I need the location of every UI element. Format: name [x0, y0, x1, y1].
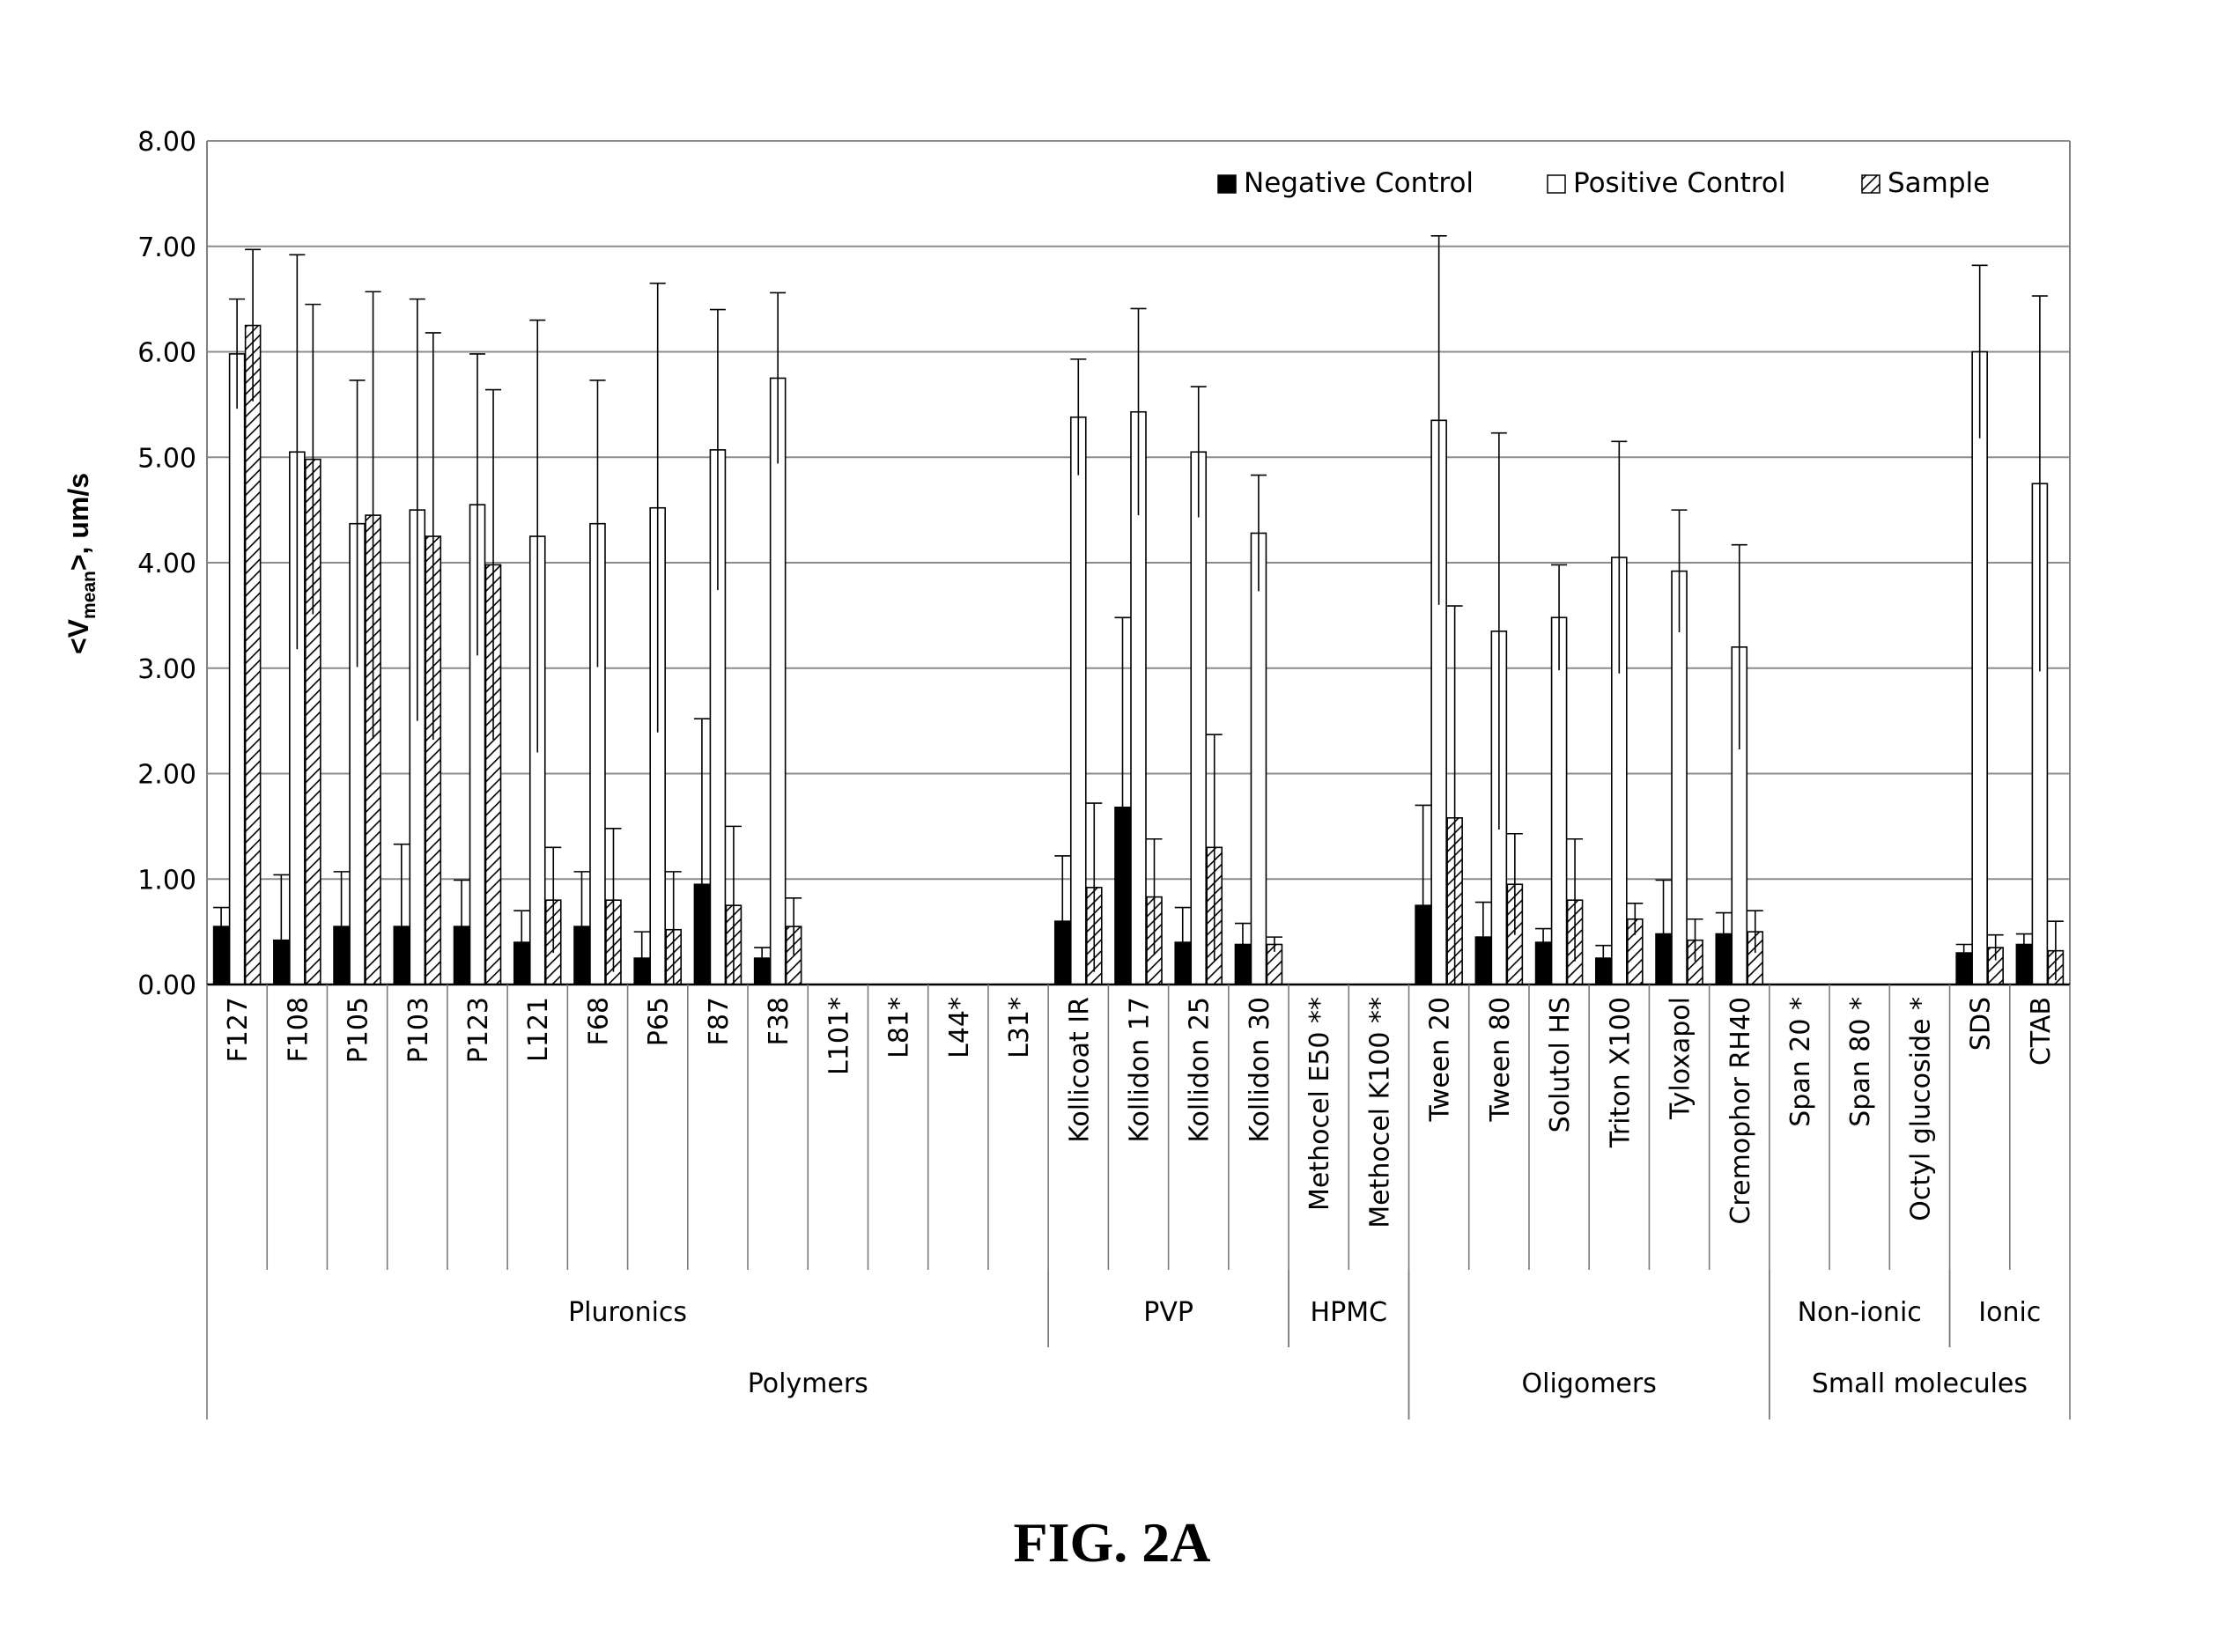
x-tick-label: Solutol HS — [1545, 997, 1576, 1132]
x-tick-label: Octyl glucoside * — [1905, 997, 1936, 1221]
x-tick-label: Span 20 * — [1785, 997, 1816, 1127]
x-tick-label: Tyloxapol — [1666, 997, 1696, 1120]
subgroup-label: Non-ionic — [1798, 1297, 1922, 1328]
x-tick-label: Kollicoat IR — [1064, 997, 1095, 1143]
x-tick-label: L121 — [523, 997, 554, 1062]
x-tick-label: F38 — [764, 997, 794, 1045]
subgroup-label: Pluronics — [568, 1297, 687, 1328]
y-axis-title: <Vmean>, um/s — [63, 473, 100, 654]
x-tick-label: CTAB — [2026, 997, 2057, 1066]
x-tick-label: Kollidon 25 — [1185, 997, 1215, 1143]
x-tick-label: F87 — [704, 997, 735, 1045]
y-tick-label: 6.00 — [137, 338, 196, 369]
x-tick-label: Tween 80 — [1485, 997, 1516, 1123]
group-label: Polymers — [748, 1368, 868, 1399]
x-tick-label: L31* — [1004, 997, 1035, 1058]
figure-caption: FIG. 2A — [0, 1510, 2224, 1575]
bar-positive-control — [1972, 352, 1987, 985]
y-tick-label: 0.00 — [137, 970, 196, 1001]
legend-swatch-positive-control — [1548, 175, 1565, 193]
category-labels: F127 F108 P105 P103 P123 L121 F68 P65 F87 F38 L101… — [223, 997, 2057, 1228]
x-tick-label: L101* — [824, 997, 854, 1075]
bar-positive-control — [1071, 417, 1086, 985]
legend-swatch-negative-control — [1218, 175, 1236, 193]
legend-label-positive-control: Positive Control — [1573, 167, 1785, 199]
legend: Negative Control Positive Control Sample — [1218, 167, 1990, 199]
x-tick-label: P103 — [403, 997, 434, 1063]
x-tick-label: F68 — [583, 997, 614, 1045]
y-tick-label: 5.00 — [137, 443, 196, 474]
y-tick-label: 1.00 — [137, 865, 196, 896]
y-tick-label: 3.00 — [137, 654, 196, 685]
subgroup-label: Ionic — [1978, 1297, 2041, 1328]
group-label: Small molecules — [1812, 1368, 2028, 1399]
x-tick-label: L44* — [944, 997, 975, 1058]
x-tick-label: Span 80 * — [1845, 997, 1876, 1127]
bar-positive-control — [1552, 617, 1567, 985]
y-tick-label: 4.00 — [137, 549, 196, 579]
x-tick-label: Kollidon 17 — [1125, 997, 1156, 1143]
x-tick-label: F108 — [283, 997, 314, 1063]
y-axis-title-suffix: >, um/s — [63, 473, 94, 571]
bar-sample — [246, 326, 261, 985]
bar-positive-control — [1672, 572, 1687, 985]
y-tick-label: 2.00 — [137, 760, 196, 791]
x-tick-label: SDS — [1966, 997, 1997, 1051]
x-tick-label: Tween 20 — [1425, 997, 1456, 1123]
x-tick-label: P65 — [644, 997, 675, 1046]
group-label: Oligomers — [1522, 1368, 1657, 1399]
y-axis-title-prefix: <V — [63, 618, 94, 654]
y-tick-label: 7.00 — [137, 232, 196, 263]
bar-positive-control — [1251, 533, 1266, 985]
bar-positive-control — [1191, 452, 1206, 985]
bar-positive-control — [771, 378, 786, 985]
x-tick-label: P123 — [463, 997, 494, 1063]
x-tick-label: Triton X100 — [1605, 997, 1636, 1148]
subgroup-label: HPMC — [1311, 1297, 1387, 1328]
y-tick-label: 8.00 — [137, 127, 196, 158]
x-tick-label: Methocel E50 ** — [1304, 997, 1335, 1211]
x-tick-label: Cremophor RH40 — [1725, 997, 1756, 1225]
x-tick-label: L81* — [884, 997, 915, 1058]
y-axis-title-subscript: mean — [79, 571, 100, 619]
legend-swatch-sample — [1862, 175, 1880, 193]
x-tick-label: Kollidon 30 — [1245, 997, 1275, 1143]
group-labels: Pluronics PVP HPMC Non-ionic Ionic Polymers Ol… — [207, 1270, 2070, 1420]
bars — [213, 236, 2064, 985]
subgroup-label: PVP — [1143, 1297, 1193, 1328]
legend-label-sample: Sample — [1888, 167, 1990, 199]
x-tick-label: F127 — [223, 997, 254, 1063]
bar-positive-control — [230, 354, 245, 985]
x-tick-label: Methocel K100 ** — [1364, 997, 1395, 1228]
x-tick-label: P105 — [344, 997, 374, 1063]
legend-label-negative-control: Negative Control — [1244, 167, 1474, 199]
